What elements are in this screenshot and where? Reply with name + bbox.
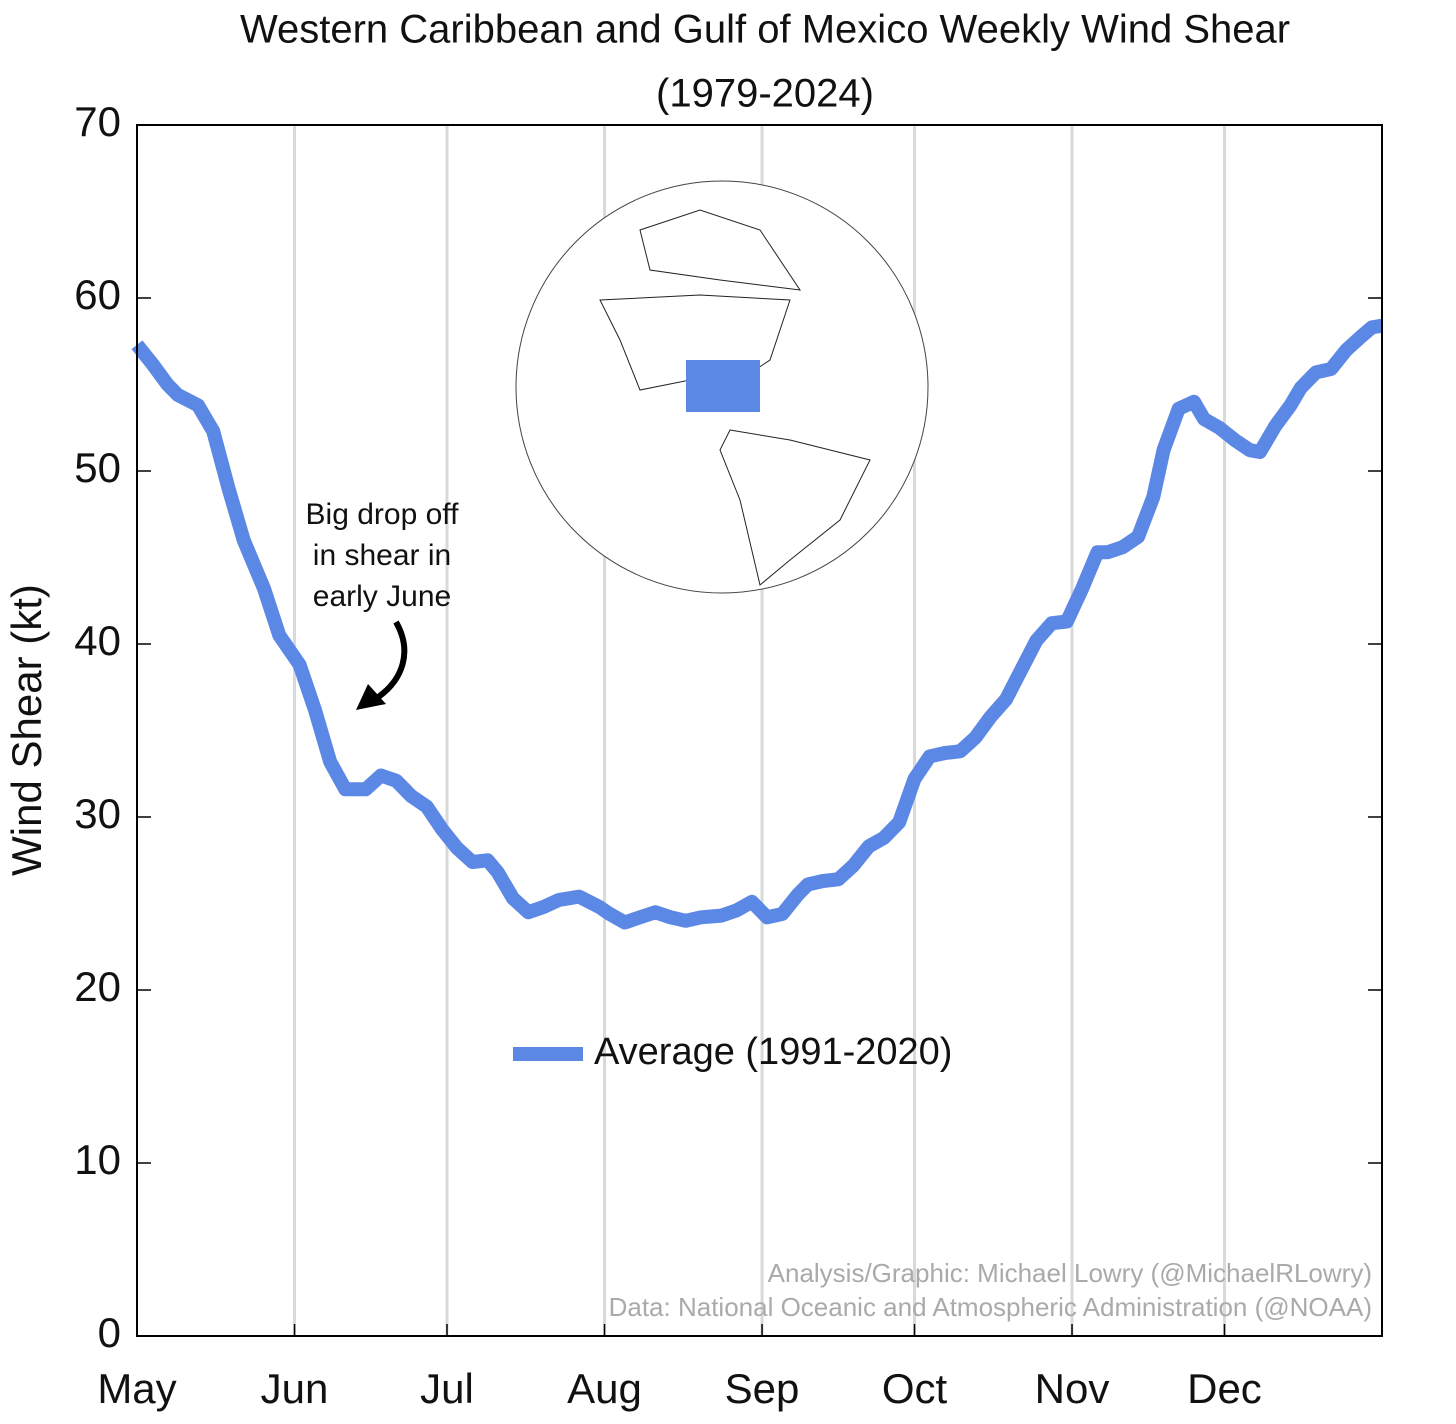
x-tick-label: Oct — [882, 1365, 948, 1412]
annotation-arrow — [372, 620, 408, 703]
annotation: early June — [313, 580, 451, 613]
y-tick-label: 20 — [74, 963, 121, 1010]
y-tick-label: 40 — [74, 617, 121, 664]
annotation: Big drop off — [306, 498, 460, 531]
y-tick-label: 50 — [74, 444, 121, 491]
y-tick-label: 70 — [74, 98, 121, 145]
annotation: in shear in — [313, 539, 451, 572]
plot-frame — [136, 124, 1383, 1337]
chart-subtitle: (1979-2024) — [656, 72, 874, 116]
x-tick-label: Aug — [567, 1365, 642, 1412]
globe-inset — [515, 180, 929, 594]
chart-title: Western Caribbean and Gulf of Mexico Wee… — [240, 8, 1290, 52]
x-tick-label: Jun — [261, 1365, 329, 1412]
x-tick-label: Jul — [420, 1365, 474, 1412]
y-tick-label: 30 — [74, 790, 121, 837]
x-tick-label: Nov — [1035, 1365, 1110, 1412]
legend-label: Average (1991-2020) — [594, 1031, 952, 1073]
y-tick-label: 60 — [74, 271, 121, 318]
line-series — [131, 318, 1384, 930]
annotation-arrowhead — [356, 684, 386, 710]
y-tick-label: 10 — [74, 1136, 121, 1183]
x-tick-label: Dec — [1187, 1365, 1262, 1412]
credit: Data: National Oceanic and Atmospheric A… — [609, 1292, 1372, 1322]
x-tick-label: Sep — [725, 1365, 800, 1412]
x-tick-label: May — [97, 1365, 176, 1412]
y-tick-label: 0 — [98, 1309, 121, 1356]
credit: Analysis/Graphic: Michael Lowry (@Michae… — [768, 1258, 1372, 1288]
y-axis-label: Wind Shear (kt) — [3, 584, 50, 876]
